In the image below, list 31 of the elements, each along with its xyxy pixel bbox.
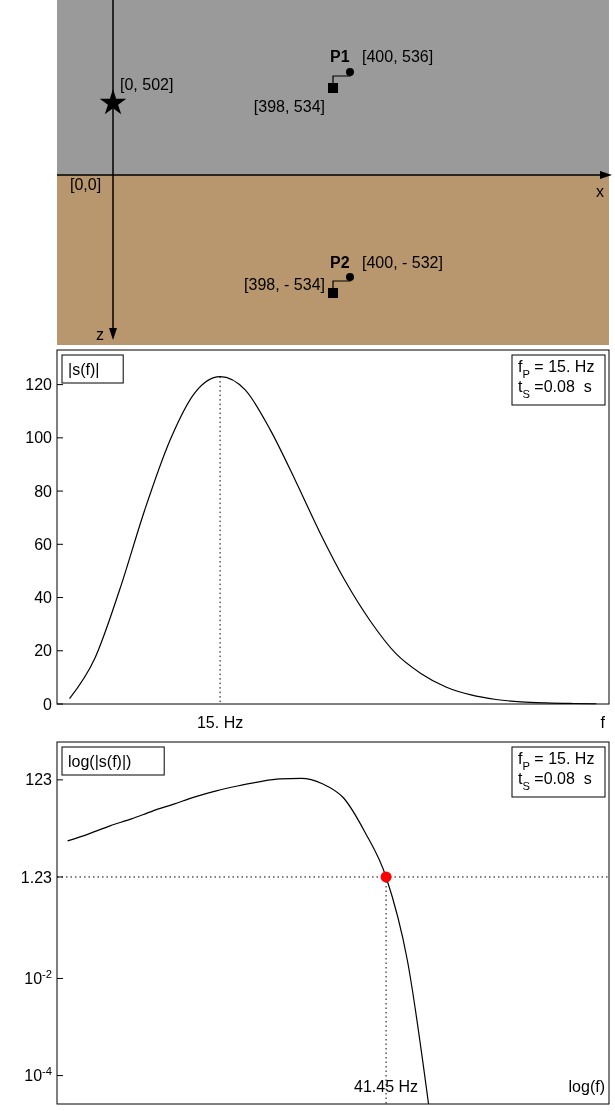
x-axis-title: f bbox=[600, 714, 606, 731]
y-axis-title: |s(f)| bbox=[68, 361, 100, 378]
y-tick-label: 20 bbox=[34, 642, 53, 660]
text: 15. Hz bbox=[196, 714, 244, 731]
text: [400, 536] bbox=[362, 48, 434, 65]
x-axis-title: log(f) bbox=[568, 1078, 605, 1095]
text: P2 bbox=[330, 254, 350, 271]
y-tick-label: 0 bbox=[43, 695, 53, 713]
text: [0,0] bbox=[70, 176, 102, 193]
y-tick-label: 100 bbox=[25, 429, 53, 447]
annotation: t$_{S}$ =0.08 s bbox=[518, 770, 592, 792]
y-tick-label: 120 bbox=[25, 376, 53, 394]
text: x bbox=[596, 183, 604, 200]
text: P1 bbox=[330, 48, 350, 65]
y-tick-label: 1.23 bbox=[20, 868, 53, 886]
annotation: f$_{P}$ = 15. Hz bbox=[518, 750, 595, 772]
annotation: t$_{S}$ =0.08 s bbox=[518, 378, 592, 400]
text: [398, - 534] bbox=[244, 276, 325, 293]
text: [400, - 532] bbox=[362, 254, 443, 271]
y-tick-label: 10$^{-4}$ bbox=[24, 1065, 52, 1085]
y-tick-label: 40 bbox=[34, 589, 53, 607]
y-tick-label: 123 bbox=[25, 771, 53, 789]
text: z bbox=[96, 326, 104, 343]
y-tick-label: 80 bbox=[34, 482, 53, 500]
annotation: f$_{P}$ = 15. Hz bbox=[518, 358, 595, 380]
annotation: 41.45 Hz bbox=[354, 1078, 419, 1095]
y-tick-label: 10$^{-2}$ bbox=[24, 968, 52, 988]
y-tick-label: 60 bbox=[34, 535, 53, 553]
text: [0, 502] bbox=[120, 76, 174, 93]
text: [398, 534] bbox=[253, 98, 325, 115]
y-axis-title: log(|s(f)|) bbox=[68, 753, 132, 770]
